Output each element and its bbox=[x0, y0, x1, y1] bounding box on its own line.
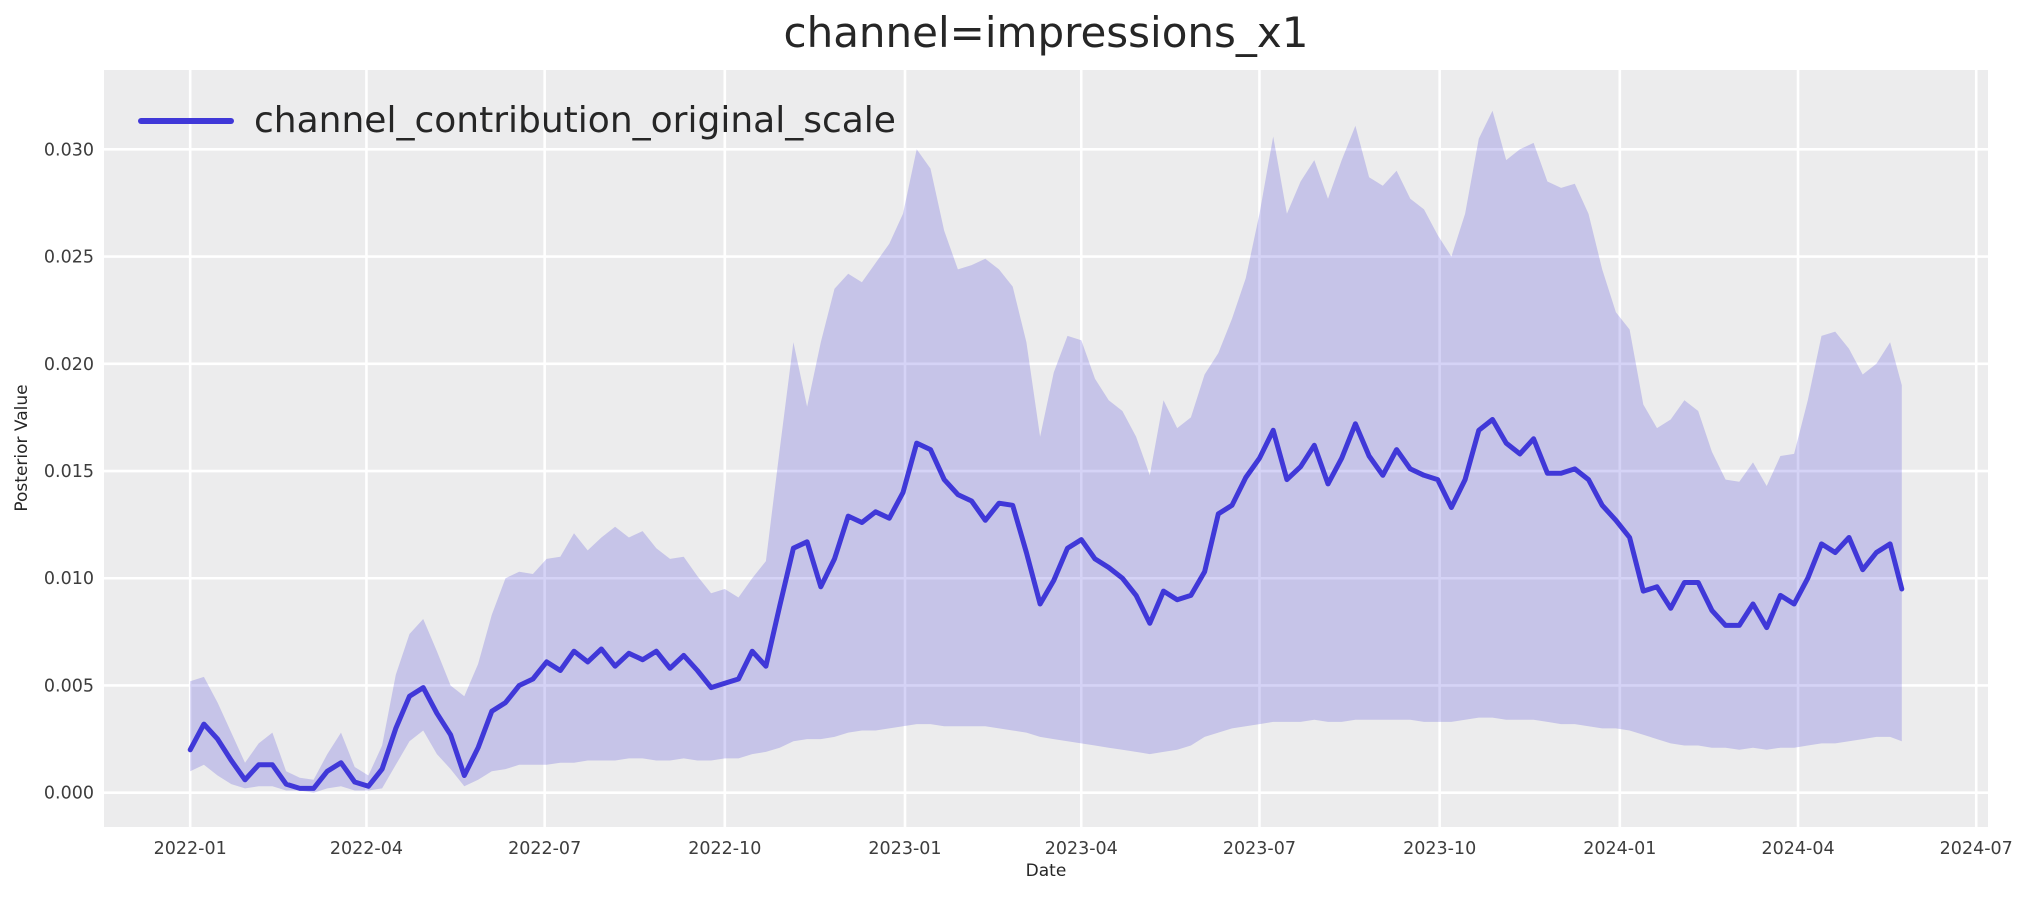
plot-area bbox=[104, 70, 1988, 827]
y-tick-label: 0.010 bbox=[44, 569, 94, 589]
chart-title: channel=impressions_x1 bbox=[783, 8, 1309, 57]
y-tick-label: 0.030 bbox=[44, 140, 94, 160]
posterior-mean-line bbox=[187, 417, 1905, 791]
x-tick-label: 2022-01 bbox=[154, 839, 227, 859]
y-axis-label: Posterior Value bbox=[12, 384, 32, 512]
x-tick-label: 2024-01 bbox=[1583, 839, 1656, 859]
x-axis-label: Date bbox=[1025, 861, 1067, 881]
legend-line-icon bbox=[138, 117, 234, 124]
x-tick-label: 2023-01 bbox=[868, 839, 941, 859]
x-tick-label: 2024-07 bbox=[1940, 839, 2013, 859]
legend-label: channel_contribution_original_scale bbox=[254, 100, 896, 141]
x-tick-label: 2022-10 bbox=[688, 839, 761, 859]
y-tick-label: 0.015 bbox=[44, 462, 94, 482]
y-tick-label: 0.005 bbox=[44, 676, 94, 696]
hdi-band bbox=[190, 110, 1902, 793]
x-tick-label: 2023-07 bbox=[1223, 839, 1296, 859]
x-tick-label: 2022-04 bbox=[330, 839, 403, 859]
x-tick-label: 2022-07 bbox=[508, 839, 581, 859]
x-tick-label: 2023-10 bbox=[1403, 839, 1476, 859]
x-tick-label: 2024-04 bbox=[1761, 839, 1834, 859]
x-tick-label: 2023-04 bbox=[1045, 839, 1118, 859]
y-tick-label: 0.000 bbox=[44, 784, 94, 804]
legend: channel_contribution_original_scale bbox=[138, 100, 896, 141]
y-tick-label: 0.020 bbox=[44, 355, 94, 375]
y-tick-label: 0.025 bbox=[44, 248, 94, 268]
